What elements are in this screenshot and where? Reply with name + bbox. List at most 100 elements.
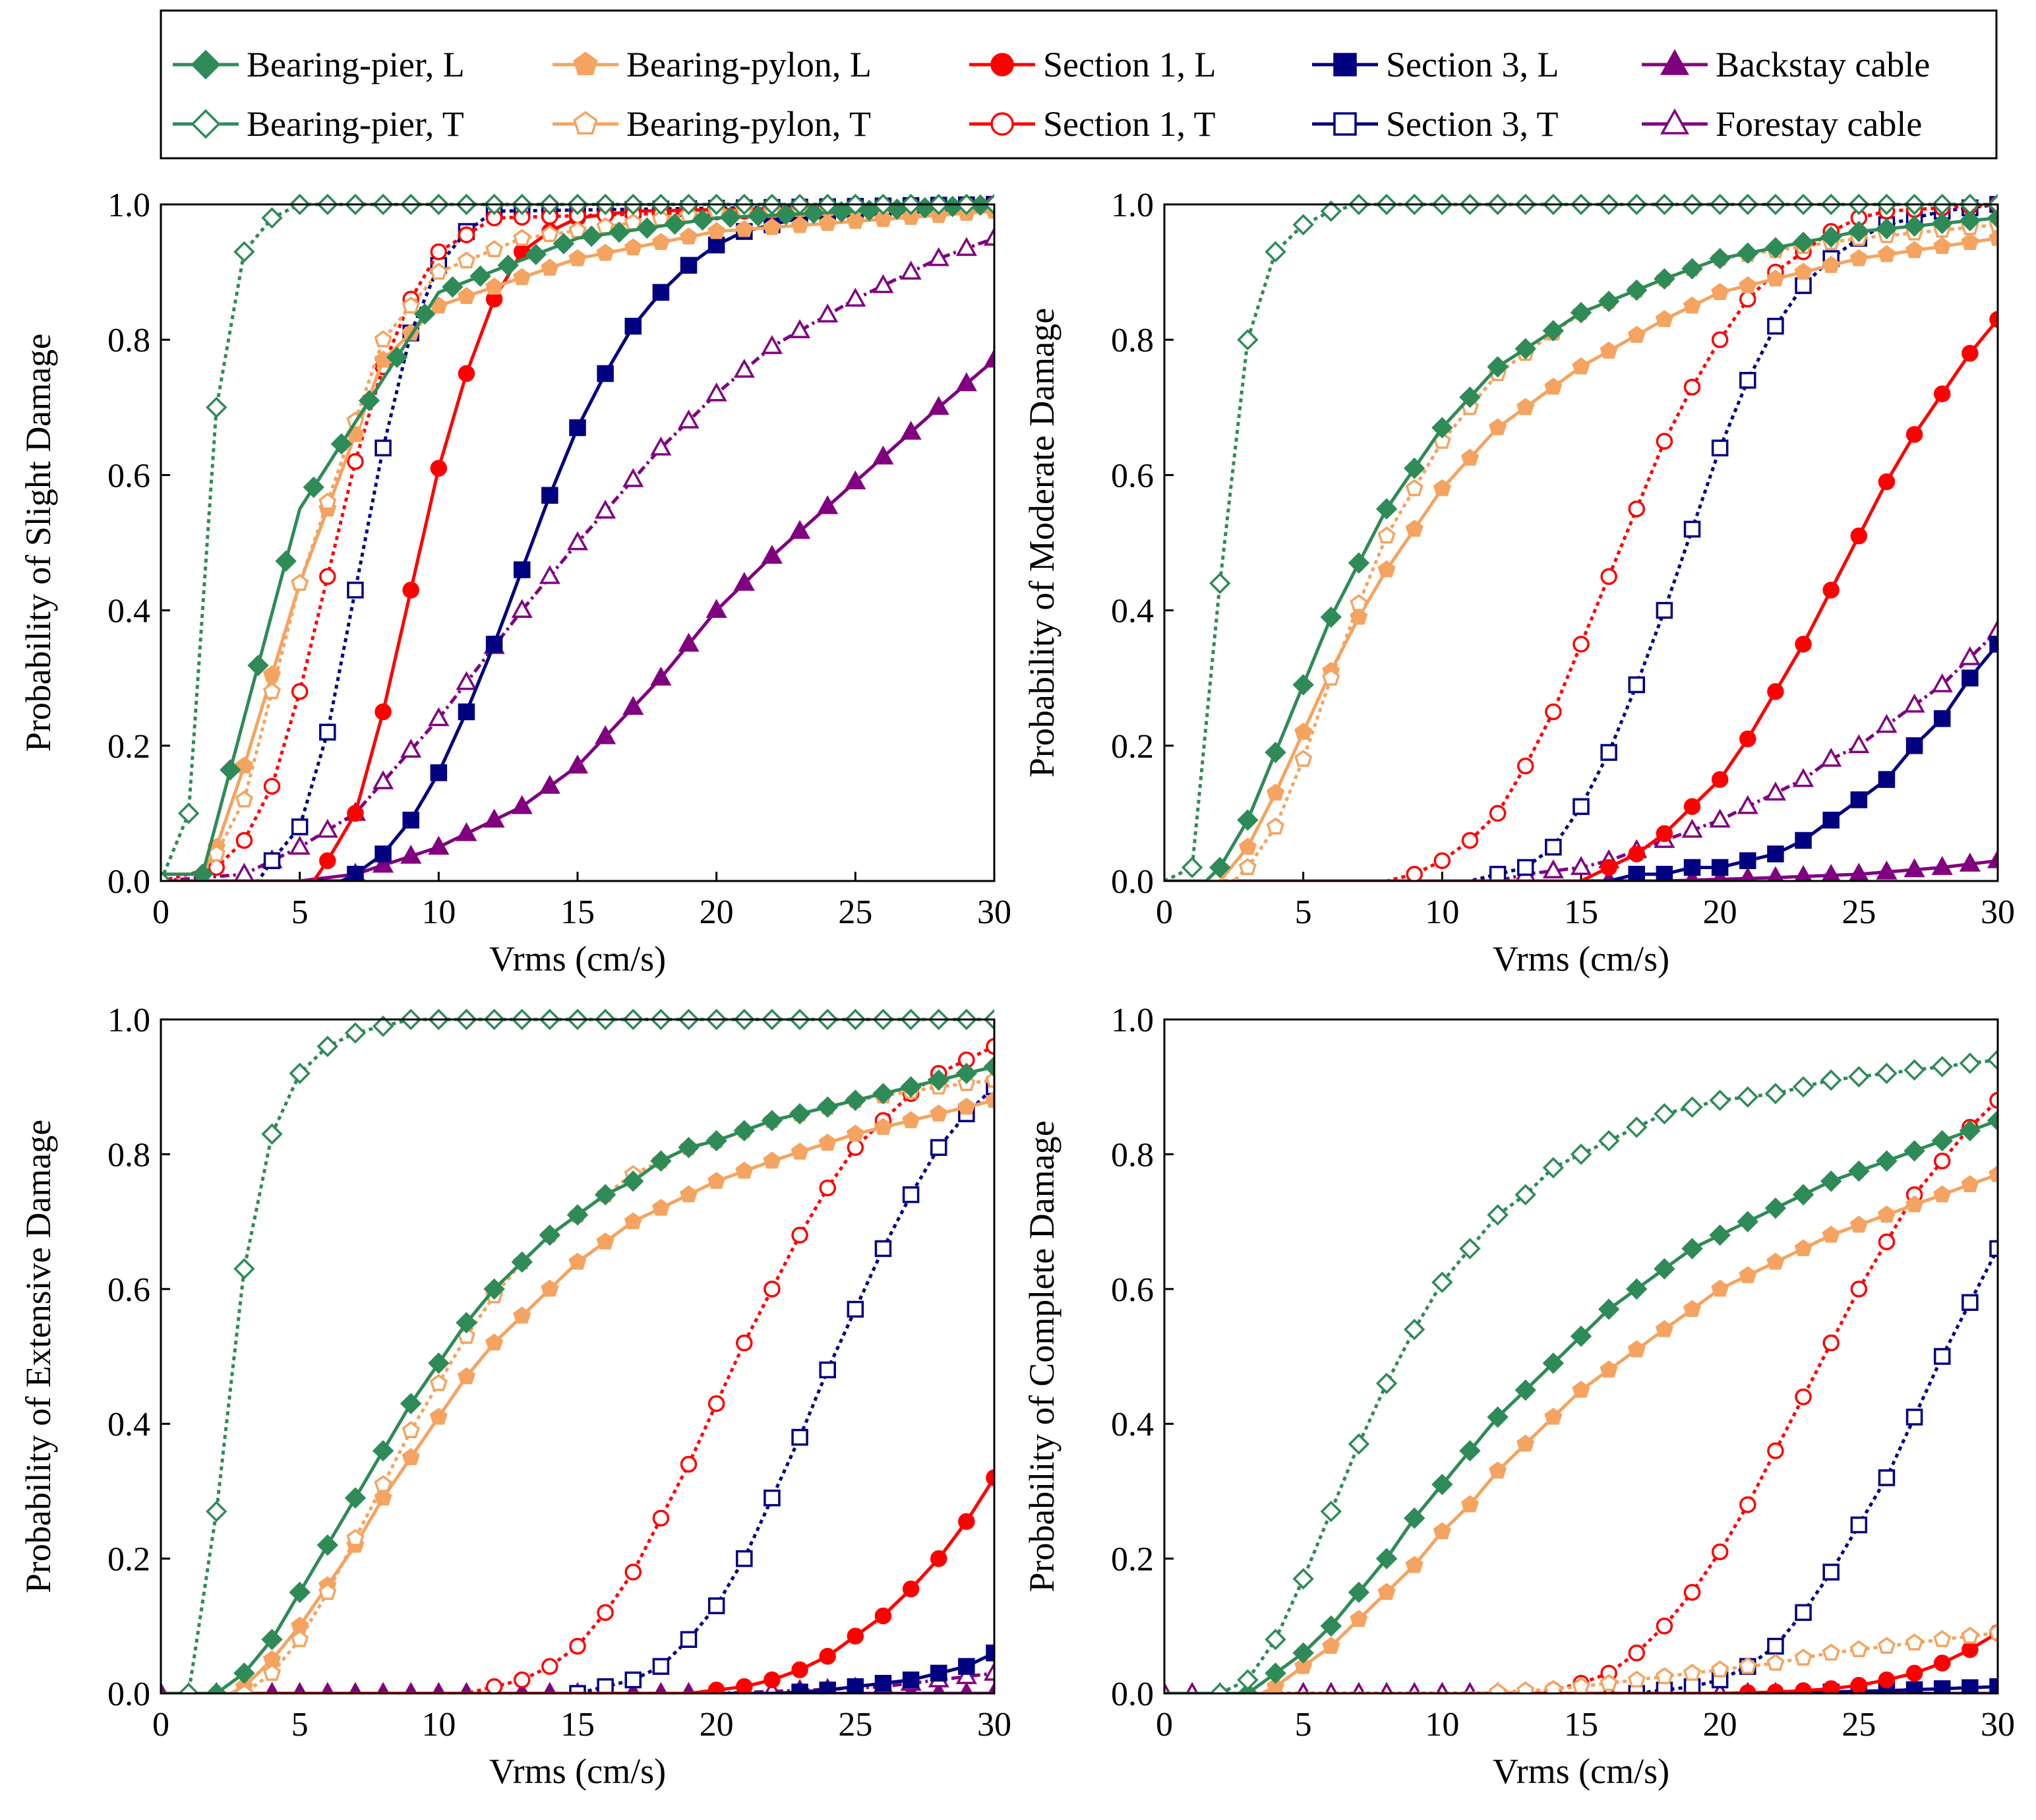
data-point-bpylonL xyxy=(1433,1522,1451,1540)
data-point-bpierL xyxy=(1348,1581,1370,1603)
data-point-bpylonT xyxy=(374,1474,392,1492)
data-point-bpylonT xyxy=(402,1421,420,1438)
data-point-bpierL xyxy=(1542,1352,1565,1374)
y-tick-label: 0.8 xyxy=(107,322,150,359)
legend-label-s3L: Section 3, L xyxy=(1386,45,1559,84)
data-point-s3T xyxy=(791,1428,808,1446)
data-point-s3L xyxy=(847,1678,864,1693)
data-point-s3T xyxy=(624,1671,642,1689)
data-point-bpierL xyxy=(775,204,797,226)
data-point-s1T xyxy=(1711,331,1729,348)
data-point-fore xyxy=(428,707,450,727)
data-point-bpylonL xyxy=(1294,723,1313,740)
y-tick-label: 0.0 xyxy=(1111,863,1154,901)
data-point-s3L xyxy=(958,1658,975,1675)
data-point-bpylonL xyxy=(1822,256,1840,273)
data-point-s1L xyxy=(1961,344,1979,362)
x-tick-label: 5 xyxy=(1295,1706,1312,1744)
data-point-bpylonL xyxy=(874,1118,893,1136)
legend-entry-bpylonT: Bearing-pylon, T xyxy=(553,104,871,144)
data-point-bpylonL xyxy=(485,277,504,295)
data-point-s1T xyxy=(1628,500,1646,518)
data-point-s1T xyxy=(1683,379,1701,396)
data-point-bpylonL xyxy=(1683,296,1702,314)
series-bpylonT xyxy=(161,1070,994,1693)
data-point-bpylonL xyxy=(1711,283,1729,300)
data-point-bpierL xyxy=(1459,386,1481,408)
plot-area xyxy=(1164,1049,1998,1693)
data-point-bpierL xyxy=(261,1629,283,1651)
data-point-s3L xyxy=(1933,1680,1951,1693)
data-point-bpierT xyxy=(1320,1500,1342,1523)
data-point-bpierL xyxy=(247,654,269,677)
data-point-bpierL xyxy=(483,1278,505,1300)
data-point-bpylonL xyxy=(651,1198,670,1216)
data-point-bpylonL xyxy=(1377,1583,1396,1600)
data-point-back xyxy=(373,853,394,873)
data-point-s1T xyxy=(485,1678,503,1693)
series-line-s1L xyxy=(161,1476,994,1693)
data-point-bpylonT xyxy=(1377,526,1396,544)
data-point-s1L xyxy=(1933,1654,1951,1672)
data-point-s3T xyxy=(1656,1682,1673,1693)
y-tick-label: 1.0 xyxy=(1111,1002,1154,1039)
data-point-bpierL xyxy=(1681,1238,1703,1259)
data-point-bpylonL xyxy=(679,1185,698,1203)
data-point-bpylonT xyxy=(1877,1637,1896,1654)
data-point-bpierL xyxy=(1487,356,1509,378)
series-s1L xyxy=(1164,1624,1998,1693)
y-tick-label: 0.0 xyxy=(107,863,150,901)
data-point-bpylonL xyxy=(791,216,809,233)
data-point-back xyxy=(983,348,994,368)
data-point-bpierT xyxy=(1375,1372,1398,1395)
data-point-bpylonL xyxy=(1849,1215,1868,1233)
data-point-s3L xyxy=(430,764,448,781)
plot-frame xyxy=(1163,1018,1999,1695)
data-point-fore xyxy=(1903,693,1925,713)
data-point-s3L xyxy=(1656,865,1673,881)
data-point-bpierL xyxy=(1903,1140,1925,1162)
data-point-back xyxy=(789,520,811,539)
data-point-bpylonL xyxy=(874,210,893,228)
data-point-bpierL xyxy=(414,303,436,325)
data-point-bpierL xyxy=(303,476,324,499)
x-tick-label: 5 xyxy=(291,894,309,931)
data-point-s1T xyxy=(1683,1583,1701,1601)
data-point-bpylonL xyxy=(1544,1407,1563,1425)
data-point-bpierL xyxy=(1903,215,1925,237)
data-point-back xyxy=(845,470,866,490)
data-point-s1T xyxy=(569,1637,586,1655)
data-point-bpylonT xyxy=(1766,1653,1785,1671)
data-point-bpierL xyxy=(1987,207,1998,229)
data-point-s1L xyxy=(458,365,475,382)
data-point-bpylonT xyxy=(1739,1656,1757,1674)
series-s3L xyxy=(161,1644,994,1693)
data-point-bpierL xyxy=(1598,1298,1620,1320)
data-point-back xyxy=(511,795,533,814)
data-point-s1L xyxy=(958,1513,975,1531)
y-tick-label: 1.0 xyxy=(1111,187,1154,224)
data-point-s1L xyxy=(1989,311,1998,328)
data-point-fore xyxy=(705,382,727,402)
data-point-s3L xyxy=(1933,710,1951,727)
x-tick-label: 0 xyxy=(1156,894,1173,931)
data-point-bpylonL xyxy=(513,268,531,286)
data-point-s3T xyxy=(652,1658,670,1675)
data-point-bpierL xyxy=(1764,237,1787,258)
data-point-s3L xyxy=(569,419,586,437)
data-point-bpierT xyxy=(1181,857,1203,878)
x-axis-label: Vrms (cm/s) xyxy=(1493,939,1669,979)
data-point-bpierL xyxy=(1654,1258,1675,1280)
data-point-bpylonL xyxy=(1405,520,1423,537)
data-point-bpierL xyxy=(719,206,741,228)
plot-area xyxy=(161,1008,994,1693)
y-tick-label: 0.4 xyxy=(107,593,150,630)
data-point-s1T xyxy=(652,1509,670,1527)
x-axis-label: Vrms (cm/s) xyxy=(1493,1751,1669,1791)
y-tick-label: 0.8 xyxy=(1111,322,1154,359)
data-point-bpierL xyxy=(802,202,825,224)
data-point-back xyxy=(817,495,839,514)
data-point-s1T xyxy=(1656,1618,1673,1635)
data-point-s3T xyxy=(902,1186,920,1203)
legend-marker-s3L xyxy=(1333,53,1357,76)
